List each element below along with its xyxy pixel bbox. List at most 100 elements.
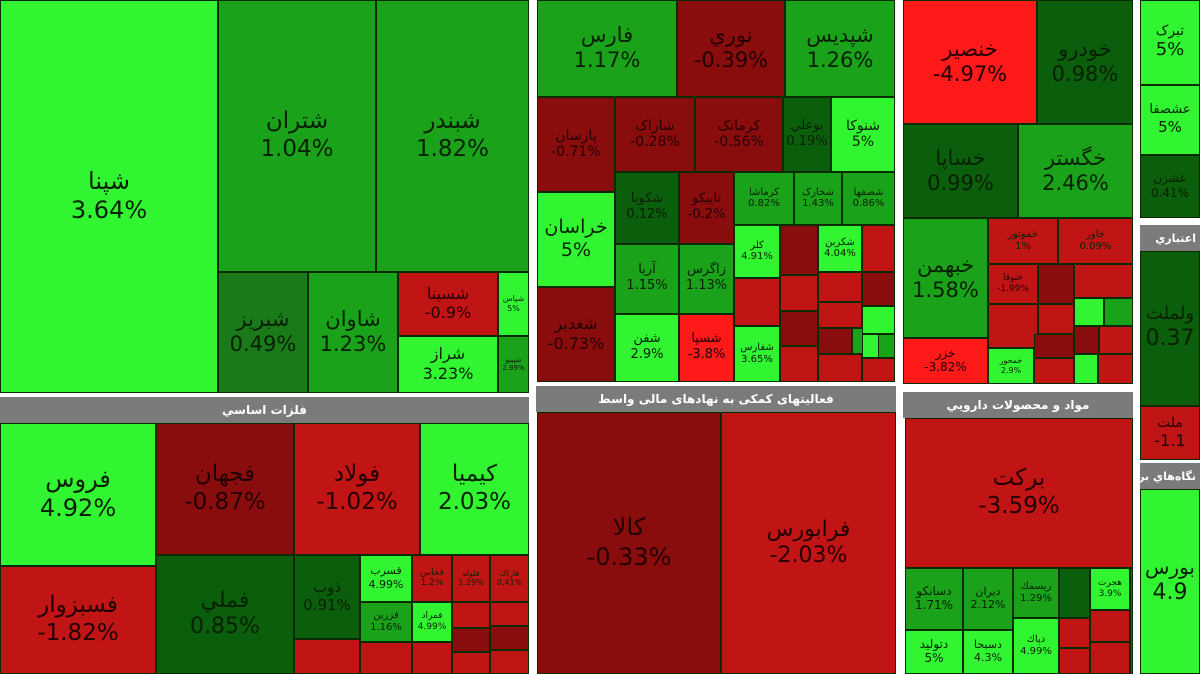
stock-tile-small[interactable] [1098, 354, 1133, 384]
stock-tile[interactable]: عشرن 0.41% [1140, 155, 1200, 218]
stock-tile-small[interactable] [862, 306, 895, 334]
stock-tile[interactable]: فزرين 1.16% [360, 602, 412, 642]
stock-tile-small[interactable] [1074, 298, 1104, 326]
stock-tile-small[interactable] [1059, 648, 1090, 674]
stock-tile[interactable]: خاور 0.09% [1058, 218, 1133, 264]
stock-tile-small[interactable] [1038, 304, 1074, 334]
stock-tile-small[interactable] [1074, 354, 1098, 384]
stock-tile[interactable]: شپاس 5% [498, 272, 529, 336]
stock-tile[interactable]: خساپا 0.99% [903, 124, 1018, 218]
stock-tile-small[interactable] [780, 225, 818, 275]
stock-tile-small[interactable] [1059, 568, 1090, 618]
stock-tile-small[interactable] [294, 639, 360, 674]
stock-tile[interactable]: کرماشا 0.82% [734, 172, 794, 225]
stock-tile[interactable]: خموتور 1% [988, 218, 1058, 264]
stock-tile[interactable]: ولملت 0.37 [1140, 251, 1200, 406]
stock-tile[interactable]: زاگرس 1.13% [679, 244, 734, 314]
stock-tile[interactable]: شپیتو 2.99% [498, 336, 529, 393]
stock-tile-small[interactable] [734, 278, 780, 326]
stock-tile[interactable]: خبهمن 1.58% [903, 218, 988, 338]
stock-tile-small[interactable] [1034, 358, 1074, 384]
stock-tile[interactable]: فجهان -0.87% [156, 423, 294, 555]
stock-tile-small[interactable] [862, 225, 895, 272]
stock-tile[interactable]: فسبزوار -1.82% [0, 566, 156, 674]
stock-tile-small[interactable] [1034, 334, 1074, 358]
stock-tile-small[interactable] [360, 642, 412, 674]
stock-tile[interactable]: ملت -1.1 [1140, 406, 1200, 460]
stock-tile[interactable]: كيميا 2.03% [420, 423, 529, 555]
stock-tile[interactable]: دسبحا 4.3% [963, 630, 1013, 674]
stock-tile[interactable]: فخاس 1.2% [412, 555, 452, 602]
stock-tile[interactable]: خزر -3.82% [903, 338, 988, 384]
stock-tile[interactable]: شاوان 1.23% [308, 272, 398, 393]
stock-tile-small[interactable] [1090, 642, 1130, 674]
stock-tile-small[interactable] [780, 346, 818, 382]
stock-tile[interactable]: تبرک 5% [1140, 0, 1200, 85]
stock-tile-small[interactable] [490, 650, 529, 674]
stock-tile-small[interactable] [862, 358, 895, 382]
stock-tile-small[interactable] [490, 626, 529, 650]
stock-tile[interactable]: فولاد -1.02% [294, 423, 420, 555]
stock-tile-small[interactable] [1090, 610, 1130, 642]
stock-tile[interactable]: تاپیکو -0.2% [679, 172, 734, 244]
stock-tile[interactable]: ديران 2.12% [963, 568, 1013, 630]
stock-tile[interactable]: شراز 3.23% [398, 336, 498, 393]
stock-tile[interactable]: شپنا 3.64% [0, 0, 218, 393]
stock-tile[interactable]: فمراد 4.99% [412, 602, 452, 642]
stock-tile[interactable]: قسرب 4.99% [360, 555, 412, 602]
stock-tile[interactable]: شاراک -0.28% [615, 97, 695, 172]
stock-tile[interactable]: نوري -0.39% [677, 0, 785, 97]
stock-tile-small[interactable] [1074, 326, 1099, 354]
stock-tile[interactable]: کلر 4.91% [734, 225, 780, 278]
stock-tile-small[interactable] [1059, 618, 1090, 648]
stock-tile-small[interactable] [818, 354, 862, 382]
stock-tile[interactable]: فملي 0.85% [156, 555, 294, 674]
stock-tile-small[interactable] [490, 602, 529, 626]
stock-tile[interactable]: پارسان -0.71% [537, 97, 615, 192]
stock-tile-small[interactable] [412, 642, 452, 674]
stock-tile-small[interactable] [818, 328, 852, 354]
stock-tile[interactable]: كالا -0.33% [537, 412, 721, 674]
stock-tile[interactable]: خودرو 0.98% [1037, 0, 1133, 124]
stock-tile[interactable]: ذوب 0.91% [294, 555, 360, 639]
stock-tile-small[interactable] [1130, 568, 1133, 674]
stock-tile-small[interactable] [1104, 298, 1133, 326]
stock-tile-small[interactable] [780, 275, 818, 311]
stock-tile-small[interactable] [1074, 264, 1133, 298]
stock-tile[interactable]: هجرت 3.9% [1090, 568, 1130, 610]
stock-tile[interactable]: خنصير -4.97% [903, 0, 1037, 124]
stock-tile[interactable]: دسانكو 1.71% [905, 568, 963, 630]
stock-tile[interactable]: خمحور 2.9% [988, 348, 1034, 384]
stock-tile[interactable]: شکوبا 0.12% [615, 172, 679, 244]
stock-tile-small[interactable] [780, 311, 818, 346]
stock-tile[interactable]: بوعلي 0.19% [783, 97, 831, 172]
stock-tile[interactable]: شتران 1.04% [218, 0, 376, 272]
stock-tile[interactable]: فروس 4.92% [0, 423, 156, 566]
stock-tile[interactable]: خگستر 2.46% [1018, 124, 1133, 218]
stock-tile[interactable]: بورس 4.9 [1140, 489, 1200, 674]
stock-tile[interactable]: عشصفا 5% [1140, 85, 1200, 155]
stock-tile[interactable]: شغدير -0.73% [537, 287, 615, 382]
stock-tile[interactable]: دپاك 4.99% [1013, 618, 1059, 674]
stock-tile[interactable]: شصفها 0.86% [842, 172, 895, 225]
stock-tile[interactable]: شفن 2.9% [615, 314, 679, 382]
stock-tile-small[interactable] [818, 302, 862, 328]
stock-tile-small[interactable] [862, 272, 895, 306]
stock-tile[interactable]: شخارک 1.43% [794, 172, 842, 225]
stock-tile[interactable]: شپديس 1.26% [785, 0, 895, 97]
stock-tile[interactable]: بركت -3.59% [905, 418, 1133, 568]
stock-tile[interactable]: خراسان 5% [537, 192, 615, 287]
stock-tile[interactable]: کرمانک -0.56% [695, 97, 783, 172]
stock-tile-small[interactable] [1099, 326, 1133, 354]
stock-tile-small[interactable] [452, 628, 490, 652]
stock-tile[interactable]: شفارس 3.65% [734, 326, 780, 382]
stock-tile[interactable]: شسپا -3.8% [679, 314, 734, 382]
stock-tile[interactable]: شبندر 1.82% [376, 0, 529, 272]
stock-tile[interactable]: ختوقا -1.99% [988, 264, 1038, 304]
stock-tile-small[interactable] [988, 304, 1038, 348]
stock-tile[interactable]: شبريز 0.49% [218, 272, 308, 393]
stock-tile[interactable]: شسینا -0.9% [398, 272, 498, 336]
stock-tile[interactable]: شنوکا 5% [831, 97, 895, 172]
stock-tile-small[interactable] [452, 652, 490, 674]
stock-tile[interactable]: دتوليد 5% [905, 630, 963, 674]
